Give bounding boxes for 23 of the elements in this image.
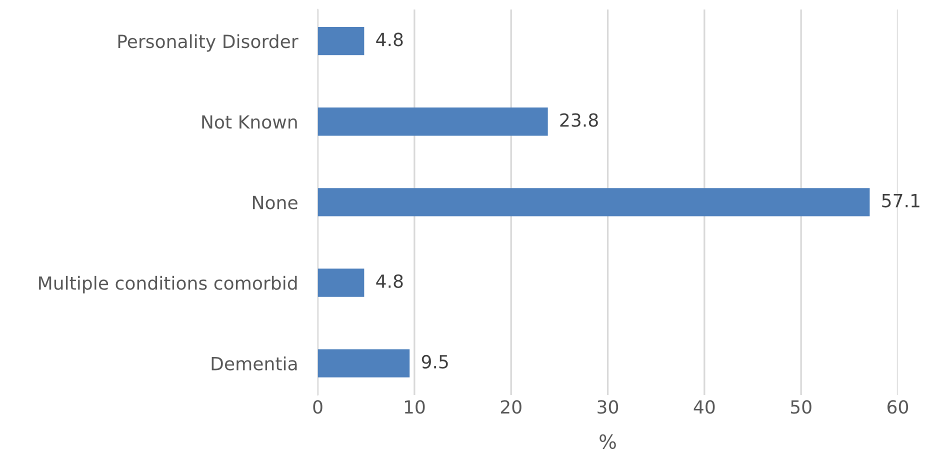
- y-tick-label: None: [253, 196, 298, 210]
- data-label: 23.8: [560, 113, 598, 127]
- y-tick-label: Multiple conditions comorbid: [39, 276, 297, 294]
- x-tick-label: 50: [790, 400, 812, 414]
- data-label: 4.8: [376, 274, 403, 288]
- x-tick-label: 10: [404, 400, 425, 414]
- x-tick-label: 30: [598, 400, 618, 414]
- bar: [318, 349, 410, 378]
- y-tick-label: Personality Disorder: [118, 34, 298, 52]
- bar: [318, 188, 870, 216]
- bar: [318, 108, 548, 136]
- x-axis-title: %: [600, 434, 616, 450]
- data-label: 4.8: [376, 32, 403, 46]
- data-label: 57.1: [882, 194, 920, 208]
- data-label: 9.5: [422, 354, 448, 369]
- bar: [318, 26, 364, 56]
- y-tick-label: Not Known: [202, 115, 297, 129]
- bar: [318, 268, 364, 297]
- y-tick-label: Dementia: [212, 356, 297, 370]
- x-tick-label: 20: [500, 400, 522, 414]
- x-tick-label: 0: [313, 400, 322, 414]
- x-tick-label: 60: [888, 400, 908, 414]
- x-tick-label: 40: [694, 400, 715, 414]
